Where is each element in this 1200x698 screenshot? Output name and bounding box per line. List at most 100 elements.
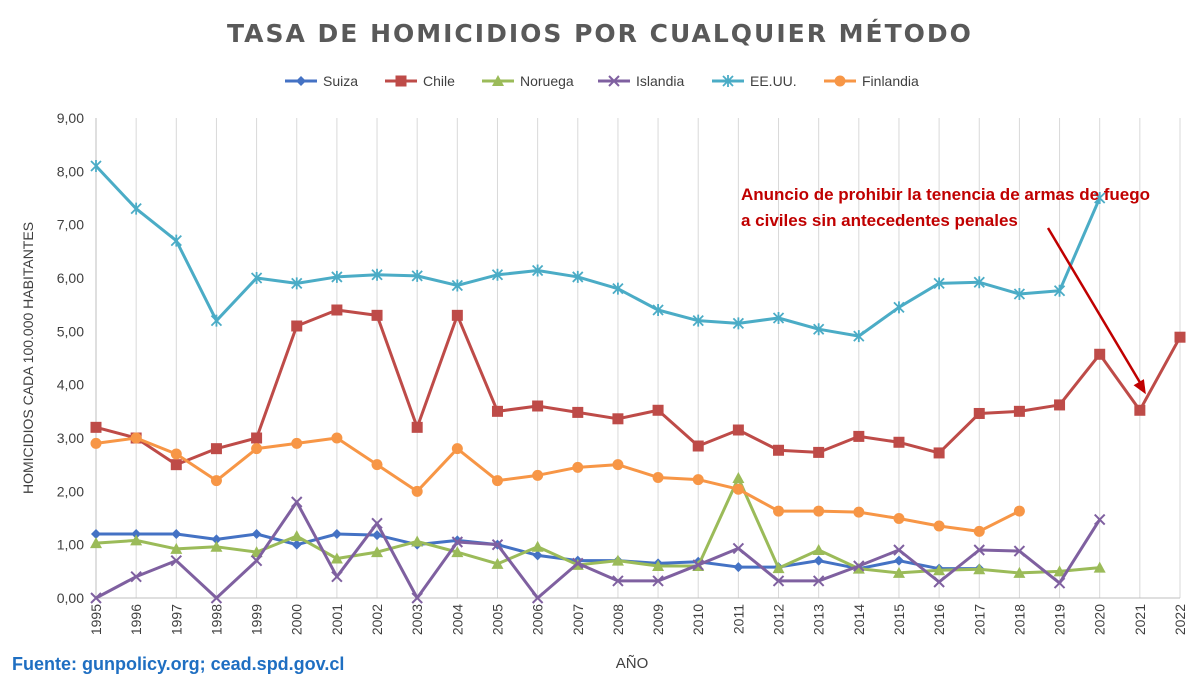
y-tick-label: 1,00 (57, 537, 84, 553)
series-ee-uu (90, 160, 1106, 343)
data-point-finlandia (451, 443, 463, 455)
series-finlandia (90, 432, 1025, 537)
data-point-finlandia (853, 506, 865, 518)
series-noruega (90, 472, 1106, 578)
x-tick-label: 1998 (208, 604, 224, 635)
y-tick-label: 6,00 (57, 270, 84, 286)
data-point-finlandia (331, 432, 343, 444)
x-axis-label: AÑO (616, 655, 649, 672)
annotation-arrow-line (1046, 227, 1141, 383)
data-point-noruega (772, 562, 785, 574)
data-point-noruega (210, 540, 223, 552)
x-tick-label: 2000 (289, 604, 305, 635)
x-tick-label: 1995 (88, 604, 104, 635)
data-point-chile (893, 436, 905, 448)
data-point-finlandia (652, 471, 664, 483)
data-point-chile (572, 406, 584, 418)
data-point-islandia (531, 592, 544, 604)
data-point-chile (371, 309, 383, 321)
series-chile (90, 304, 1186, 471)
data-point-noruega (1093, 561, 1106, 573)
data-point-finlandia (210, 475, 222, 487)
data-point-finlandia (291, 437, 303, 449)
data-point-chile (1054, 399, 1066, 411)
data-point-noruega (732, 472, 745, 483)
y-tick-label: 3,00 (57, 430, 84, 446)
data-point-ee-uu (893, 301, 905, 314)
x-tick-label: 2004 (449, 604, 465, 635)
data-point-ee-uu (692, 314, 704, 327)
data-point-ee-uu (732, 317, 745, 330)
data-point-chile (90, 421, 102, 433)
series-line-noruega (95, 476, 1100, 575)
data-point-noruega (130, 534, 143, 546)
legend-marker-islandia (608, 75, 620, 87)
series-line-islandia (95, 500, 1101, 600)
legend-marker-finlandia (834, 75, 846, 87)
legend-label-ee-uu: EE.UU. (750, 73, 797, 89)
x-tick-label: 2014 (851, 604, 867, 635)
x-tick-label: 2022 (1172, 604, 1188, 635)
data-point-islandia (853, 560, 865, 572)
x-tick-label: 2017 (971, 604, 987, 635)
data-point-chile (251, 432, 263, 444)
data-point-noruega (371, 546, 384, 558)
data-point-ee-uu (291, 277, 303, 290)
data-point-chile (853, 430, 865, 442)
data-point-finlandia (773, 505, 785, 517)
legend-marker-noruega (492, 75, 504, 86)
series-islandia (90, 496, 1106, 604)
annotation-text: Anuncio de prohibir la tenencia de armas… (741, 185, 1150, 204)
data-point-islandia (250, 554, 263, 567)
series-line-ee-uu (94, 164, 1102, 338)
data-point-noruega (892, 566, 905, 578)
legend-item-finlandia: Finlandia (824, 73, 919, 89)
data-point-noruega (531, 540, 544, 552)
data-point-ee-uu (371, 268, 383, 281)
data-point-islandia (652, 575, 664, 587)
data-point-noruega (170, 542, 183, 554)
legend-marker-suiza (296, 76, 306, 86)
data-point-islandia (772, 575, 785, 587)
data-point-finlandia (933, 520, 945, 532)
x-tick-label: 2003 (409, 604, 425, 635)
data-point-chile (773, 444, 785, 456)
data-point-chile (973, 407, 985, 419)
data-point-ee-uu (411, 269, 423, 282)
data-point-finlandia (973, 525, 985, 537)
legend-item-noruega: Noruega (482, 73, 574, 89)
data-point-finlandia (612, 459, 624, 471)
legend-item-suiza: Suiza (285, 73, 358, 89)
y-tick-label: 4,00 (57, 377, 84, 393)
data-point-suiza (532, 550, 543, 561)
data-point-suiza (893, 555, 904, 566)
data-point-islandia (491, 538, 504, 551)
data-point-suiza (171, 529, 182, 539)
data-point-finlandia (732, 483, 744, 495)
x-tick-label: 2010 (690, 604, 706, 635)
data-point-noruega (1053, 565, 1066, 577)
x-tick-label: 2019 (1052, 604, 1068, 635)
data-point-suiza (251, 529, 262, 539)
data-point-ee-uu (853, 330, 865, 343)
y-tick-labels: 0,00 1,00 2,00 3,00 4,00 5,00 6,00 7,00 8,00 9,00 (57, 110, 84, 606)
x-tick-label: 2006 (530, 604, 546, 635)
data-point-noruega (652, 560, 665, 571)
data-point-finlandia (692, 474, 704, 486)
data-point-noruega (290, 530, 303, 542)
x-tick-labels: 1995 1996 1997 1998 1999 2000 2001 2002 2003 2004… (88, 604, 1188, 635)
annotation-text: a civiles sin antecedentes penales (741, 211, 1018, 230)
x-tick-label: 2011 (730, 604, 746, 634)
data-point-islandia (371, 517, 383, 530)
x-tick-label: 2007 (570, 604, 586, 635)
data-point-islandia (612, 575, 624, 587)
data-point-noruega (411, 535, 424, 547)
data-point-chile (1174, 331, 1186, 343)
data-point-noruega (1013, 566, 1026, 578)
data-point-chile (210, 443, 222, 455)
data-point-chile (612, 413, 624, 425)
data-point-suiza (211, 534, 222, 545)
data-point-islandia (210, 592, 223, 604)
